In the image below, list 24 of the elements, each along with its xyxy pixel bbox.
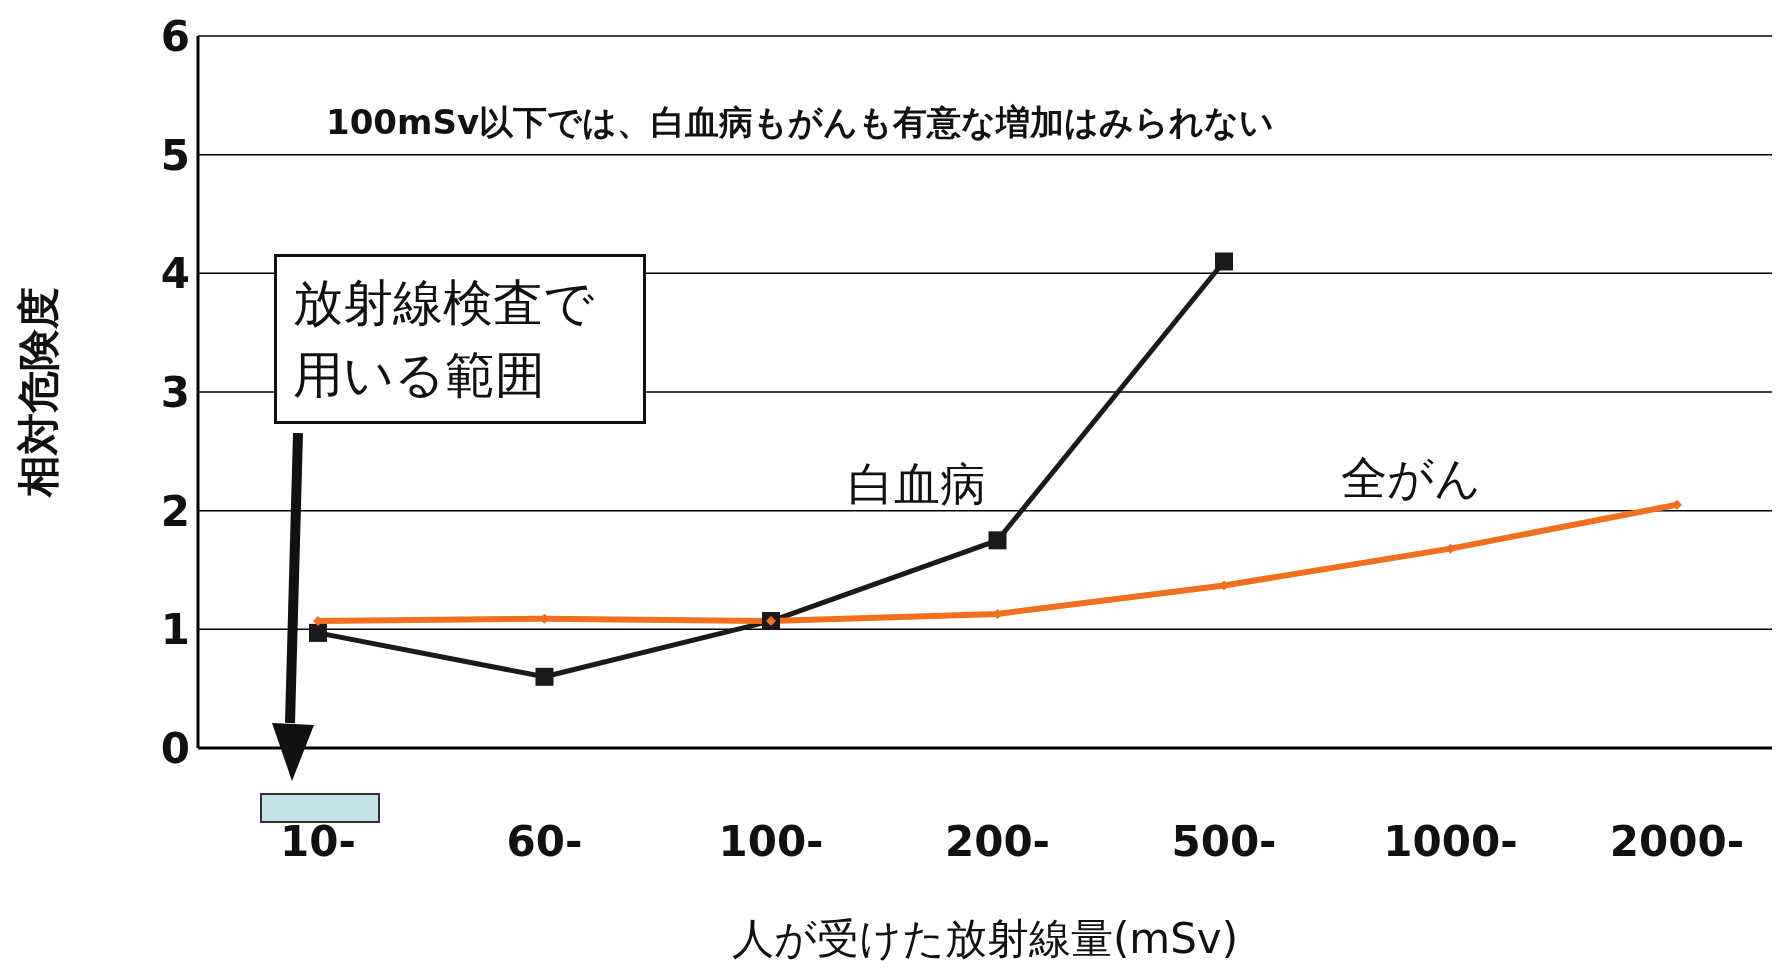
x-axis-title: 人が受けた放射線量(mSv) [731,914,1239,963]
y-tick-label: 0 [160,723,190,773]
y-tick-label: 3 [160,367,190,417]
y-tick-label: 6 [160,11,190,61]
y-tick-label: 5 [160,130,190,180]
x-tick-label: 60- [506,816,583,866]
y-tick-label: 2 [160,486,190,536]
x-tick-label: 100- [718,816,824,866]
annotation: 100mSv以下では、白血病もがんも有意な増加はみられない [326,101,1275,144]
annotation: 放射線検査で用いる範囲 [274,254,646,424]
y-tick-label: 1 [160,605,190,655]
point [988,531,1007,550]
y-axis-title: 相対危険度 [13,287,63,498]
point [535,667,554,686]
series-label: 白血病 [847,457,986,512]
x-tick-label: 200- [944,816,1051,866]
x-tick-label: 500- [1171,816,1277,866]
point [309,623,327,642]
point [1215,252,1233,271]
y-tick-label: 4 [160,249,190,299]
series-label: 全がん [1340,450,1481,505]
x-tick-label: 10- [280,816,356,866]
x-tick-label: 1000- [1383,816,1518,866]
x-tick-label: 2000- [1609,816,1745,866]
